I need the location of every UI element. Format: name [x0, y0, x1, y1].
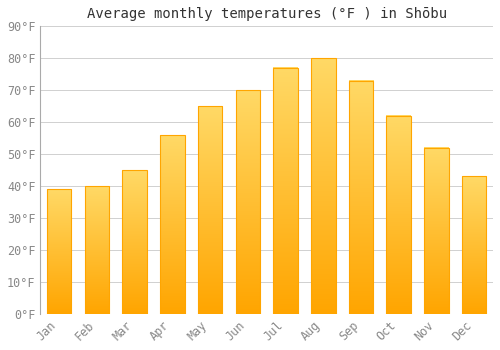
Bar: [386, 116, 411, 314]
Bar: [348, 80, 374, 314]
Bar: [424, 148, 448, 314]
Bar: [198, 106, 222, 314]
Bar: [122, 170, 147, 314]
Bar: [47, 189, 72, 314]
Bar: [274, 68, 298, 314]
Title: Average monthly temperatures (°F ) in Shōbu: Average monthly temperatures (°F ) in Sh…: [86, 7, 446, 21]
Bar: [311, 58, 336, 314]
Bar: [84, 186, 109, 314]
Bar: [160, 135, 184, 314]
Bar: [236, 90, 260, 314]
Bar: [462, 176, 486, 314]
